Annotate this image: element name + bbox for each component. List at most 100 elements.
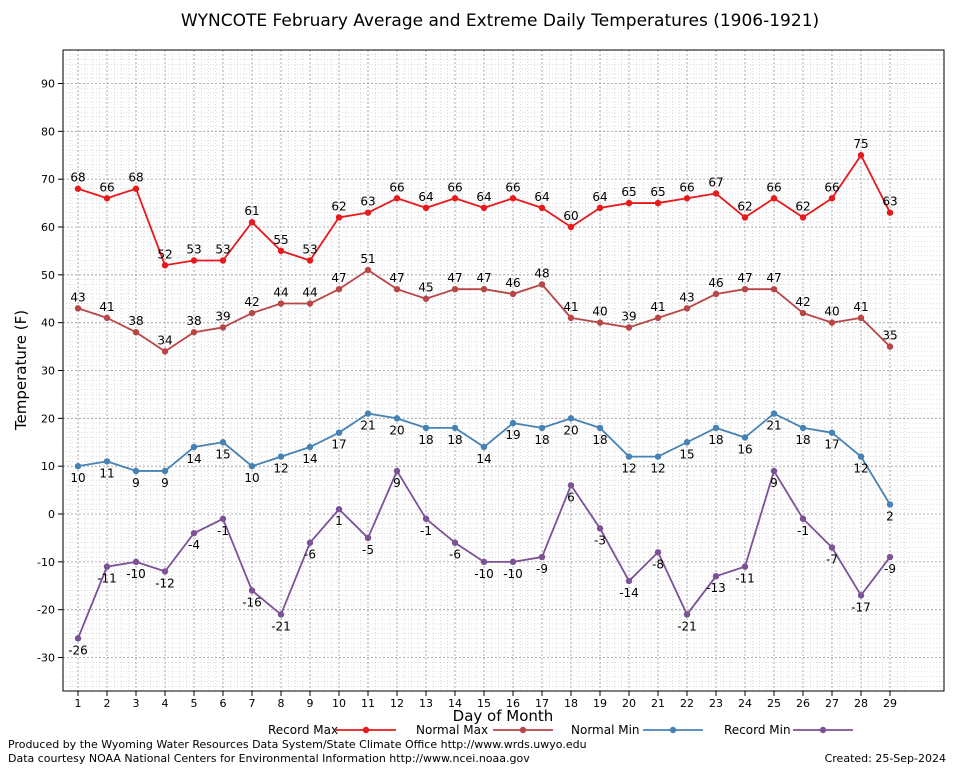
data-point <box>538 281 546 288</box>
data-point <box>654 314 662 322</box>
data-point <box>190 529 198 537</box>
y-tick-label: 30 <box>41 365 55 378</box>
y-axis: -30 -20 -10 0 10 20 30 40 50 60 70 80 90 <box>37 77 63 665</box>
data-label: 45 <box>418 281 433 295</box>
data-label: 47 <box>476 271 491 285</box>
x-tick-label: 10 <box>332 697 346 710</box>
data-label: 12 <box>853 462 868 476</box>
data-label: 53 <box>215 242 230 256</box>
y-tick-label: -10 <box>37 556 55 569</box>
data-label: 47 <box>766 271 781 285</box>
x-axis: 1 2 3 4 5 6 7 8 9 10 11 12 13 14 15 16 17 18 19 20 21 22 23 24 2… <box>75 691 897 710</box>
data-point <box>654 199 662 207</box>
data-point <box>683 195 691 202</box>
data-label: 62 <box>795 199 810 213</box>
data-label: 9 <box>770 476 778 490</box>
data-label: 55 <box>273 233 288 247</box>
data-point <box>770 410 778 417</box>
x-tick-label: 16 <box>506 697 520 710</box>
legend-label: Record Min <box>724 723 791 737</box>
data-point <box>741 434 749 441</box>
data-point <box>857 592 865 599</box>
data-point <box>248 219 256 226</box>
data-label: -5 <box>362 543 374 557</box>
x-tick-label: 25 <box>767 697 781 710</box>
data-label: 18 <box>447 433 462 447</box>
data-point <box>248 587 256 594</box>
data-label: -7 <box>826 552 838 566</box>
data-label: 12 <box>273 462 288 476</box>
y-tick-label: -20 <box>37 604 55 617</box>
data-label: -1 <box>797 524 809 538</box>
y-tick-label: 40 <box>41 317 55 330</box>
data-point <box>132 329 140 336</box>
data-label: 10 <box>70 471 85 485</box>
data-label: 2 <box>886 509 894 523</box>
data-label: 11 <box>99 466 114 480</box>
series-record-max: 68 66 68 52 53 53 61 55 53 62 63 66 64 66 64 66 64 60 64 65… <box>70 137 898 269</box>
data-label: 66 <box>824 180 839 194</box>
data-point <box>625 324 633 331</box>
data-point <box>161 348 169 355</box>
data-label: 61 <box>244 204 259 218</box>
data-label: -14 <box>619 586 639 600</box>
data-label: 21 <box>360 419 375 433</box>
data-point <box>248 462 256 470</box>
x-tick-label: 29 <box>883 697 897 710</box>
x-tick-label: 9 <box>307 697 314 710</box>
data-label: 66 <box>766 180 781 194</box>
data-label: 47 <box>737 271 752 285</box>
data-point <box>625 577 633 585</box>
data-label: 41 <box>563 300 578 314</box>
data-label: 10 <box>244 471 259 485</box>
data-label: 41 <box>99 300 114 314</box>
data-point <box>161 262 169 269</box>
x-tick-label: 1 <box>75 697 82 710</box>
data-point <box>886 209 894 216</box>
data-point <box>538 204 546 212</box>
data-label: -21 <box>677 619 697 633</box>
x-tick-label: 3 <box>133 697 140 710</box>
data-point <box>74 185 82 192</box>
data-point <box>219 439 227 446</box>
major-grid <box>63 50 944 691</box>
y-tick-label: 60 <box>41 221 55 234</box>
data-label: 46 <box>708 276 723 290</box>
data-label: 41 <box>853 300 868 314</box>
data-label: 68 <box>70 171 85 185</box>
data-point <box>625 453 633 460</box>
data-point <box>857 314 865 322</box>
data-point <box>132 185 140 192</box>
x-tick-label: 8 <box>278 697 285 710</box>
data-label: 64 <box>592 190 607 204</box>
data-point <box>74 635 82 642</box>
data-label: 62 <box>331 199 346 213</box>
data-label: 40 <box>824 305 839 319</box>
data-point <box>364 534 372 542</box>
data-point <box>828 544 836 551</box>
x-tick-label: 24 <box>738 697 752 710</box>
data-point <box>132 467 140 475</box>
data-point <box>74 305 82 312</box>
data-point <box>886 343 894 350</box>
data-point <box>712 572 720 580</box>
data-label: 16 <box>737 442 752 456</box>
x-tick-label: 6 <box>220 697 227 710</box>
y-tick-label: 70 <box>41 173 55 186</box>
x-tick-label: 20 <box>622 697 636 710</box>
data-label: -17 <box>851 600 871 614</box>
series-record-min: -26-11 -10-12-4-1-16-21-61-59-1-6-10 -10 -9… <box>68 467 896 657</box>
data-point <box>335 285 343 293</box>
y-tick-label: 80 <box>41 125 55 138</box>
legend-marker <box>362 726 370 734</box>
data-point <box>219 257 227 264</box>
data-point <box>306 300 314 307</box>
data-label: 19 <box>505 428 520 442</box>
data-point <box>712 190 720 197</box>
data-point <box>219 515 227 522</box>
legend: Record Max Normal Max Normal Min Record Min <box>268 723 853 737</box>
data-point <box>567 415 575 422</box>
legend-item: Record Max <box>268 723 396 737</box>
legend-label: Record Max <box>268 723 338 737</box>
series-normal-min: 10 11 9 9 14 15 10 12 14 17 21 20 18 18 14 19 18 20 18 12 12… <box>70 410 894 523</box>
